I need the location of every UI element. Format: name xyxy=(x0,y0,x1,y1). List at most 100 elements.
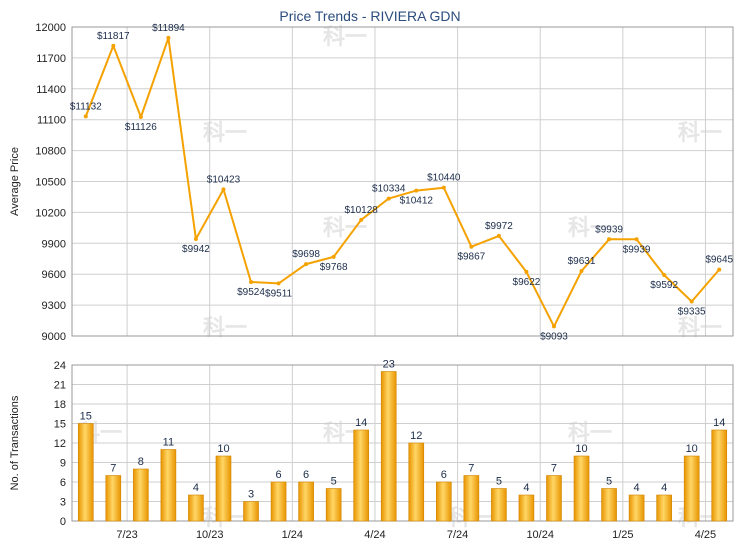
x-tick-label: 4/24 xyxy=(364,529,385,541)
count-plot-border xyxy=(71,364,734,522)
transactions-data-label: 14 xyxy=(355,417,367,429)
transactions-data-label: 8 xyxy=(138,456,144,468)
transactions-data-label: 6 xyxy=(303,469,309,481)
price-data-label: $11126 xyxy=(125,122,157,133)
price-data-label: $9867 xyxy=(457,252,485,263)
transactions-bar xyxy=(160,449,177,522)
price-y-axis-title: Average Price xyxy=(9,147,21,216)
transactions-data-label: 11 xyxy=(163,437,174,449)
transactions-bar xyxy=(711,429,728,522)
price-point xyxy=(579,269,584,274)
transactions-data-label: 10 xyxy=(686,443,698,455)
transactions-data-label: 12 xyxy=(410,430,422,442)
price-y-tick-label: 9300 xyxy=(42,300,66,312)
transactions-bar xyxy=(408,442,425,522)
count-y-tick-label: 15 xyxy=(54,419,66,431)
x-tick-label: 7/23 xyxy=(116,529,137,541)
transactions-data-label: 5 xyxy=(496,476,502,488)
transactions-bar xyxy=(601,488,617,522)
price-point xyxy=(469,244,474,249)
chart-title: Price Trends - RIVIERA GDN xyxy=(279,8,460,24)
price-point xyxy=(249,280,254,285)
transactions-data-label: 5 xyxy=(606,476,612,488)
transactions-bar xyxy=(546,475,562,522)
count-y-axis-title: No. of Transactions xyxy=(9,395,21,490)
transactions-data-label: 15 xyxy=(80,411,92,423)
transactions-data-label: 6 xyxy=(441,469,447,481)
watermark-logo: 科一 xyxy=(678,120,722,145)
count-y-tick-label: 3 xyxy=(60,497,66,509)
price-point xyxy=(221,187,226,192)
price-point xyxy=(689,299,694,304)
price-point xyxy=(166,35,171,40)
transactions-data-label: 7 xyxy=(110,463,116,475)
transactions-data-label: 23 xyxy=(383,359,395,371)
price-data-label: $9698 xyxy=(292,249,320,260)
count-y-tick-label: 21 xyxy=(54,380,66,392)
price-point xyxy=(386,196,391,201)
transactions-bar xyxy=(133,468,149,522)
transactions-bar xyxy=(270,481,287,522)
count-y-tick-label: 12 xyxy=(54,438,66,450)
price-data-label: $9093 xyxy=(540,331,568,342)
price-data-label: $9645 xyxy=(705,255,733,266)
transactions-bar xyxy=(243,501,259,522)
transactions-bar xyxy=(518,494,535,522)
price-point xyxy=(634,237,639,242)
transactions-bar xyxy=(491,488,507,522)
price-point xyxy=(441,185,446,190)
price-data-label: $10440 xyxy=(427,173,461,184)
price-point xyxy=(551,324,556,329)
x-tick-label: 1/25 xyxy=(612,529,633,541)
price-plot-border xyxy=(71,26,734,337)
transactions-data-label: 10 xyxy=(575,443,587,455)
price-point xyxy=(138,115,143,120)
price-point xyxy=(662,273,667,278)
x-tick-label: 10/23 xyxy=(196,529,224,541)
price-data-label: $10128 xyxy=(345,205,379,216)
transactions-data-label: 14 xyxy=(713,417,725,429)
transactions-data-label: 10 xyxy=(217,443,229,455)
price-point xyxy=(414,188,419,193)
price-point xyxy=(304,262,309,267)
transactions-data-label: 6 xyxy=(276,469,282,481)
price-data-label: $9939 xyxy=(623,244,651,255)
price-y-tick-label: 11700 xyxy=(36,53,66,65)
price-point xyxy=(111,43,116,48)
transactions-data-label: 7 xyxy=(468,463,474,475)
price-data-label: $11817 xyxy=(97,31,130,42)
price-data-label: $10412 xyxy=(400,196,434,207)
transactions-bar xyxy=(77,423,94,522)
price-data-label: $9768 xyxy=(320,262,348,273)
transactions-data-label: 4 xyxy=(523,482,529,494)
watermark-logo: 科一 xyxy=(323,24,367,49)
price-data-label: $9592 xyxy=(650,280,678,291)
price-y-tick-label: 9900 xyxy=(42,238,66,250)
transactions-bar xyxy=(188,494,204,522)
transactions-data-label: 4 xyxy=(193,482,199,494)
price-series-line xyxy=(84,36,720,328)
count-y-tick-label: 0 xyxy=(60,516,66,528)
transactions-data-label: 5 xyxy=(331,476,337,488)
transactions-bar xyxy=(436,481,452,522)
count-y-tick-label: 6 xyxy=(60,477,66,489)
transactions-bar xyxy=(325,488,342,522)
price-point xyxy=(717,267,722,272)
price-data-label: $9622 xyxy=(513,277,541,288)
x-tick-label: 4/25 xyxy=(695,529,716,541)
price-data-label: $11894 xyxy=(152,23,185,34)
transactions-bar xyxy=(628,494,645,522)
count-y-tick-label: 9 xyxy=(60,458,66,470)
transactions-data-label: 7 xyxy=(551,463,557,475)
watermark-logo: 科一 xyxy=(203,120,247,145)
price-data-label: $9631 xyxy=(568,256,596,267)
price-y-tick-label: 10800 xyxy=(35,146,66,158)
transactions-panel: 科一科一科一科一科一科一03691215182124No. of Transac… xyxy=(9,359,734,541)
price-point xyxy=(496,233,501,238)
price-point xyxy=(524,269,529,274)
price-data-label: $9524 xyxy=(237,287,265,298)
transactions-data-label: 3 xyxy=(248,489,254,501)
transactions-bar xyxy=(463,475,480,522)
price-data-label: $9942 xyxy=(182,244,210,255)
